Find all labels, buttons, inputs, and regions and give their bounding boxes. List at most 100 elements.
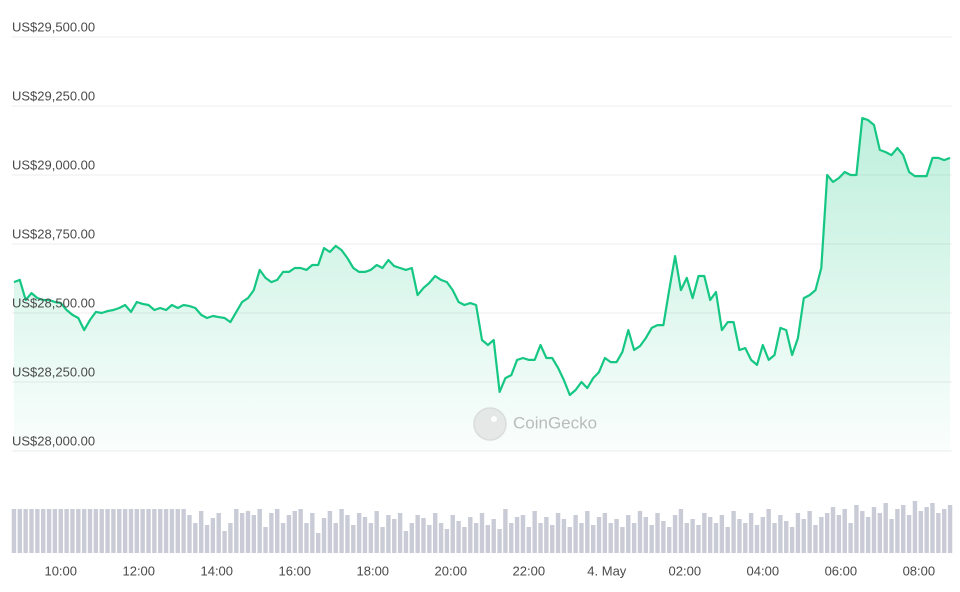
volume-bar (479, 513, 485, 553)
volume-bar (590, 525, 596, 553)
volume-bar (760, 517, 766, 553)
volume-bar (567, 527, 572, 553)
volume-bar (854, 505, 859, 553)
volume-bar (198, 511, 204, 553)
volume-bar (257, 509, 262, 553)
volume-bar (210, 518, 216, 553)
volume-bar (163, 509, 169, 553)
volume-bar (649, 525, 654, 553)
volume-bar (550, 525, 555, 553)
volume-bar (292, 511, 297, 553)
volume-bar (64, 509, 69, 553)
volume-bar (415, 515, 420, 553)
volume-bar (70, 509, 75, 553)
volume-bar (661, 521, 666, 553)
volume-bar (696, 525, 701, 553)
volume-bar (889, 519, 894, 553)
volume-bar (181, 509, 186, 553)
volume-bar (626, 515, 631, 553)
volume-bar (795, 513, 801, 553)
volume-bar (456, 521, 461, 553)
volume-bar (930, 503, 935, 553)
volume-bar (245, 511, 251, 553)
volume-bar (555, 513, 561, 553)
volume-bar (368, 523, 374, 553)
price-line (13, 117, 951, 397)
volume-bar (772, 523, 777, 553)
volume-bar (538, 523, 543, 553)
area (13, 118, 951, 451)
volume-bar (76, 509, 81, 553)
volume-bar (620, 527, 625, 553)
volume-bar (35, 509, 40, 553)
volume-bar (678, 509, 684, 553)
volume-bar (848, 523, 853, 553)
volume-bar (374, 511, 379, 553)
volume-bar (608, 523, 613, 553)
volume-bar (707, 517, 713, 553)
volume-bar (865, 517, 871, 553)
volume-bar (204, 525, 210, 553)
volume-bar (585, 511, 590, 553)
volume-bar (778, 515, 783, 553)
volume-bar (918, 511, 923, 553)
volume-bar (485, 525, 491, 553)
volume-bar (573, 515, 578, 553)
volume-bar (690, 519, 695, 553)
volume-bar (380, 527, 385, 553)
x-tick-label: 22:00 (513, 563, 546, 578)
volume-bar (193, 523, 198, 553)
volume-bar (895, 509, 900, 553)
volume-bar (386, 515, 391, 553)
volume-bar (713, 523, 719, 553)
volume-bar (596, 517, 602, 553)
volume-bar (239, 513, 245, 553)
volume-bar (421, 518, 426, 553)
volume-bar (339, 509, 344, 553)
volume-bar (304, 523, 309, 553)
y-tick-label: US$28,750.00 (12, 226, 95, 241)
y-tick-label: US$29,500.00 (12, 19, 95, 34)
volume-bar (819, 517, 824, 553)
volume-bar (327, 511, 333, 553)
x-tick-label: 18:00 (357, 563, 390, 578)
volume-bar (41, 509, 46, 553)
volume-bar (877, 513, 883, 553)
volume-bar (520, 515, 526, 553)
volume-bar (614, 519, 619, 553)
y-tick-label: US$29,250.00 (12, 88, 95, 103)
volume-bar (93, 509, 99, 553)
volume-bar (901, 505, 906, 553)
volume-bar (462, 527, 467, 553)
volume-bar (836, 515, 842, 553)
volume-bar (766, 509, 771, 553)
volume-bar (251, 515, 257, 553)
volume-bar (397, 513, 403, 553)
volume-bar (46, 509, 52, 553)
x-tick-label: 16:00 (279, 563, 312, 578)
x-tick-label: 02:00 (669, 563, 702, 578)
x-tick-label: 06:00 (825, 563, 858, 578)
volume-bar (655, 513, 660, 553)
volume-bar (637, 511, 643, 553)
volume-bar (280, 523, 286, 553)
volume-bar (187, 515, 192, 553)
volume-bar (748, 513, 754, 553)
volume-bar (58, 509, 63, 553)
volume-bar (351, 525, 356, 553)
volume-bar (99, 509, 104, 553)
volume-bar (216, 513, 221, 553)
volume-bar (17, 509, 23, 553)
volume-bar (936, 513, 941, 553)
volume-bar (286, 515, 292, 553)
volume-bar (743, 523, 748, 553)
volume-bar (807, 511, 812, 553)
volume-bar (427, 525, 432, 553)
volume-bar (263, 527, 268, 553)
volume-bar (526, 527, 532, 553)
volume-bar (345, 515, 350, 553)
volume-bar (392, 519, 397, 553)
volume-bar (321, 518, 327, 553)
volume-bar (602, 513, 608, 553)
